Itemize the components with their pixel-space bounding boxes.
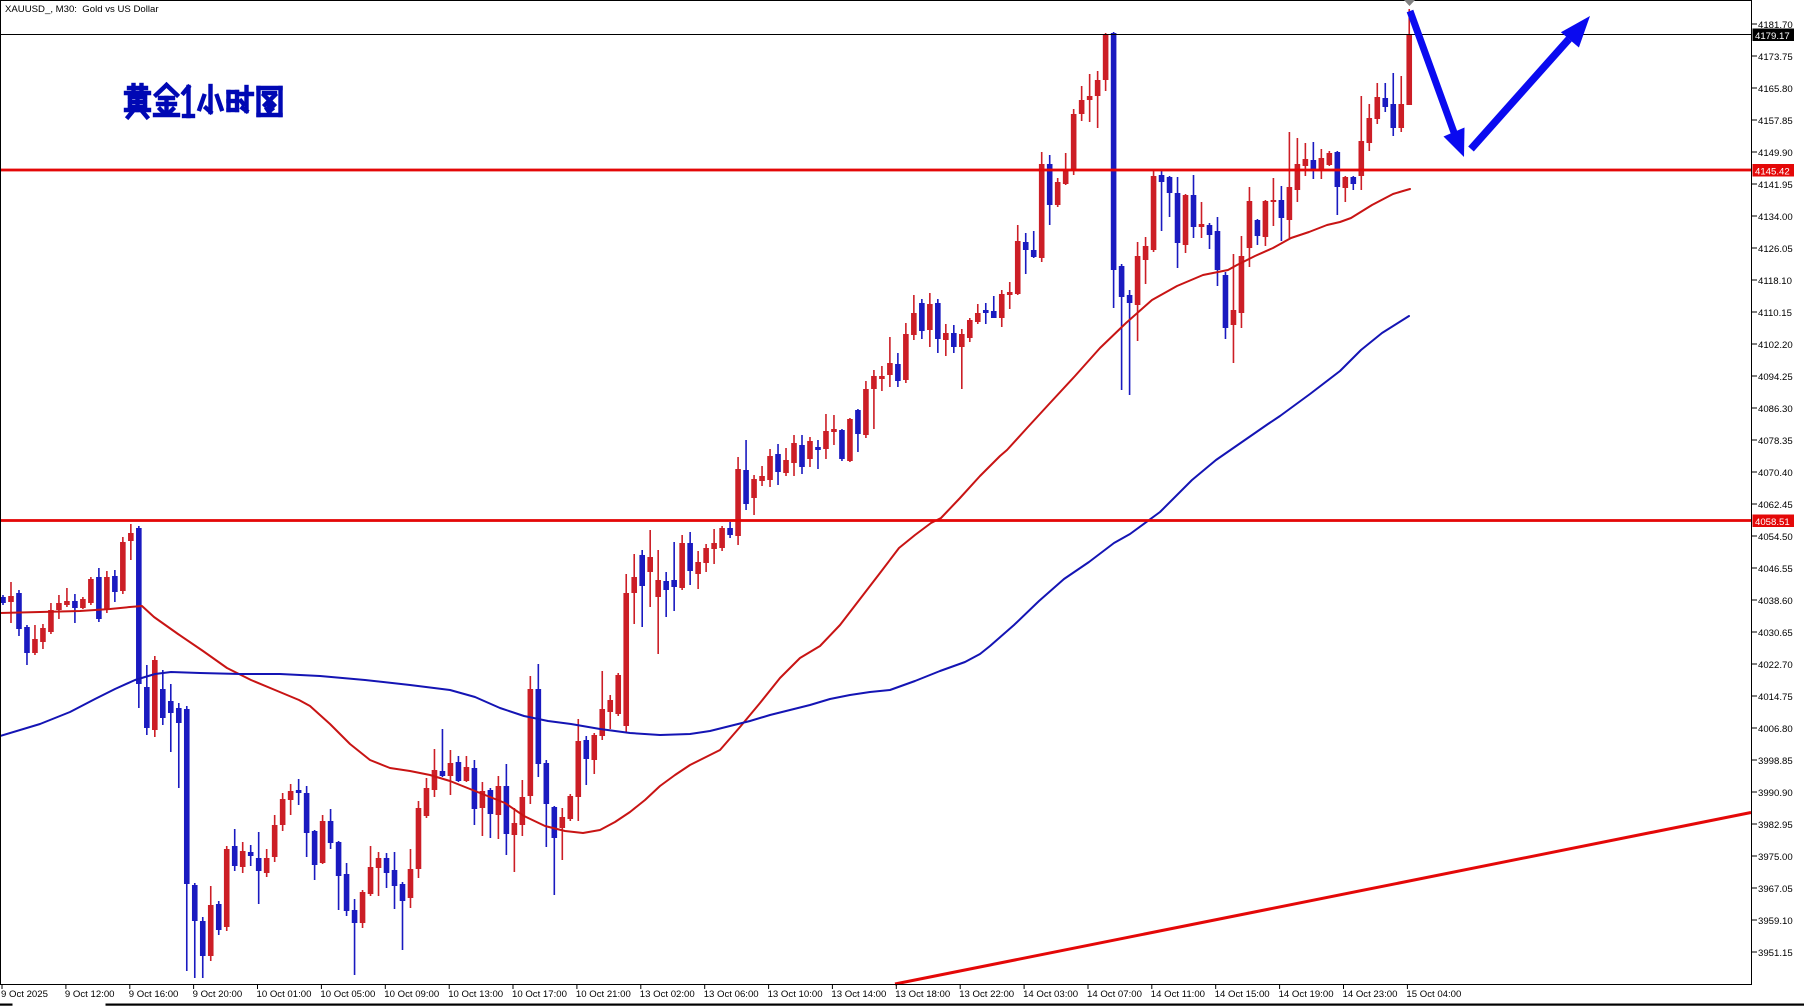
svg-text:13 Oct 22:00: 13 Oct 22:00: [959, 989, 1014, 1000]
svg-text:4165.80: 4165.80: [1758, 84, 1793, 95]
svg-text:3967.05: 3967.05: [1758, 884, 1793, 895]
svg-text:13 Oct 06:00: 13 Oct 06:00: [704, 989, 759, 1000]
svg-text:4149.90: 4149.90: [1758, 148, 1793, 159]
svg-text:3951.15: 3951.15: [1758, 948, 1793, 959]
svg-text:4046.55: 4046.55: [1758, 564, 1793, 575]
svg-text:4094.25: 4094.25: [1758, 372, 1793, 383]
svg-text:4006.80: 4006.80: [1758, 724, 1793, 735]
svg-text:14 Oct 07:00: 14 Oct 07:00: [1087, 989, 1142, 1000]
svg-text:10 Oct 01:00: 10 Oct 01:00: [257, 989, 312, 1000]
svg-text:4086.30: 4086.30: [1758, 404, 1793, 415]
svg-text:9 Oct 16:00: 9 Oct 16:00: [129, 989, 179, 1000]
svg-text:4126.05: 4126.05: [1758, 244, 1793, 255]
svg-text:4118.10: 4118.10: [1758, 276, 1792, 287]
svg-text:4110.15: 4110.15: [1758, 308, 1792, 319]
svg-text:13 Oct 10:00: 13 Oct 10:00: [768, 989, 823, 1000]
svg-text:3990.90: 3990.90: [1758, 788, 1793, 799]
svg-text:4145.42: 4145.42: [1755, 167, 1790, 178]
svg-text:14 Oct 11:00: 14 Oct 11:00: [1151, 989, 1205, 1000]
svg-text:13 Oct 18:00: 13 Oct 18:00: [895, 989, 950, 1000]
svg-text:3975.00: 3975.00: [1758, 852, 1793, 863]
svg-text:10 Oct 05:00: 10 Oct 05:00: [320, 989, 375, 1000]
svg-text:9 Oct 12:00: 9 Oct 12:00: [65, 989, 115, 1000]
svg-text:4030.65: 4030.65: [1758, 628, 1793, 639]
svg-text:4062.45: 4062.45: [1758, 500, 1793, 511]
svg-text:4078.35: 4078.35: [1758, 436, 1793, 447]
svg-text:4058.51: 4058.51: [1755, 517, 1790, 528]
svg-text:XAUUSD_, M30: Gold vs US Doll: XAUUSD_, M30: Gold vs US Dollar: [5, 4, 159, 15]
svg-text:13 Oct 14:00: 13 Oct 14:00: [831, 989, 886, 1000]
svg-text:14 Oct 15:00: 14 Oct 15:00: [1215, 989, 1270, 1000]
svg-text:4181.70: 4181.70: [1758, 20, 1793, 31]
svg-text:10 Oct 21:00: 10 Oct 21:00: [576, 989, 631, 1000]
svg-text:4141.95: 4141.95: [1758, 180, 1793, 191]
svg-text:3982.95: 3982.95: [1758, 820, 1793, 831]
svg-text:10 Oct 09:00: 10 Oct 09:00: [384, 989, 439, 1000]
svg-text:3959.10: 3959.10: [1758, 916, 1793, 927]
svg-text:9 Oct 20:00: 9 Oct 20:00: [193, 989, 243, 1000]
svg-text:14 Oct 23:00: 14 Oct 23:00: [1343, 989, 1398, 1000]
svg-text:4157.85: 4157.85: [1758, 116, 1793, 127]
svg-text:4038.60: 4038.60: [1758, 596, 1793, 607]
svg-text:9 Oct 2025: 9 Oct 2025: [1, 989, 48, 1000]
svg-text:4014.75: 4014.75: [1758, 692, 1793, 703]
svg-text:14 Oct 19:00: 14 Oct 19:00: [1279, 989, 1334, 1000]
svg-text:4173.75: 4173.75: [1758, 52, 1793, 63]
svg-text:4102.20: 4102.20: [1758, 340, 1793, 351]
svg-text:4054.50: 4054.50: [1758, 532, 1793, 543]
svg-text:13 Oct 02:00: 13 Oct 02:00: [640, 989, 695, 1000]
svg-text:14 Oct 03:00: 14 Oct 03:00: [1023, 989, 1078, 1000]
svg-text:4134.00: 4134.00: [1758, 212, 1793, 223]
svg-text:3998.85: 3998.85: [1758, 756, 1793, 767]
svg-text:15 Oct 04:00: 15 Oct 04:00: [1406, 989, 1461, 1000]
svg-text:10 Oct 17:00: 10 Oct 17:00: [512, 989, 567, 1000]
svg-text:4070.40: 4070.40: [1758, 468, 1793, 479]
svg-text:4179.17: 4179.17: [1755, 31, 1790, 42]
svg-text:4022.70: 4022.70: [1758, 660, 1793, 671]
svg-text:10 Oct 13:00: 10 Oct 13:00: [448, 989, 503, 1000]
